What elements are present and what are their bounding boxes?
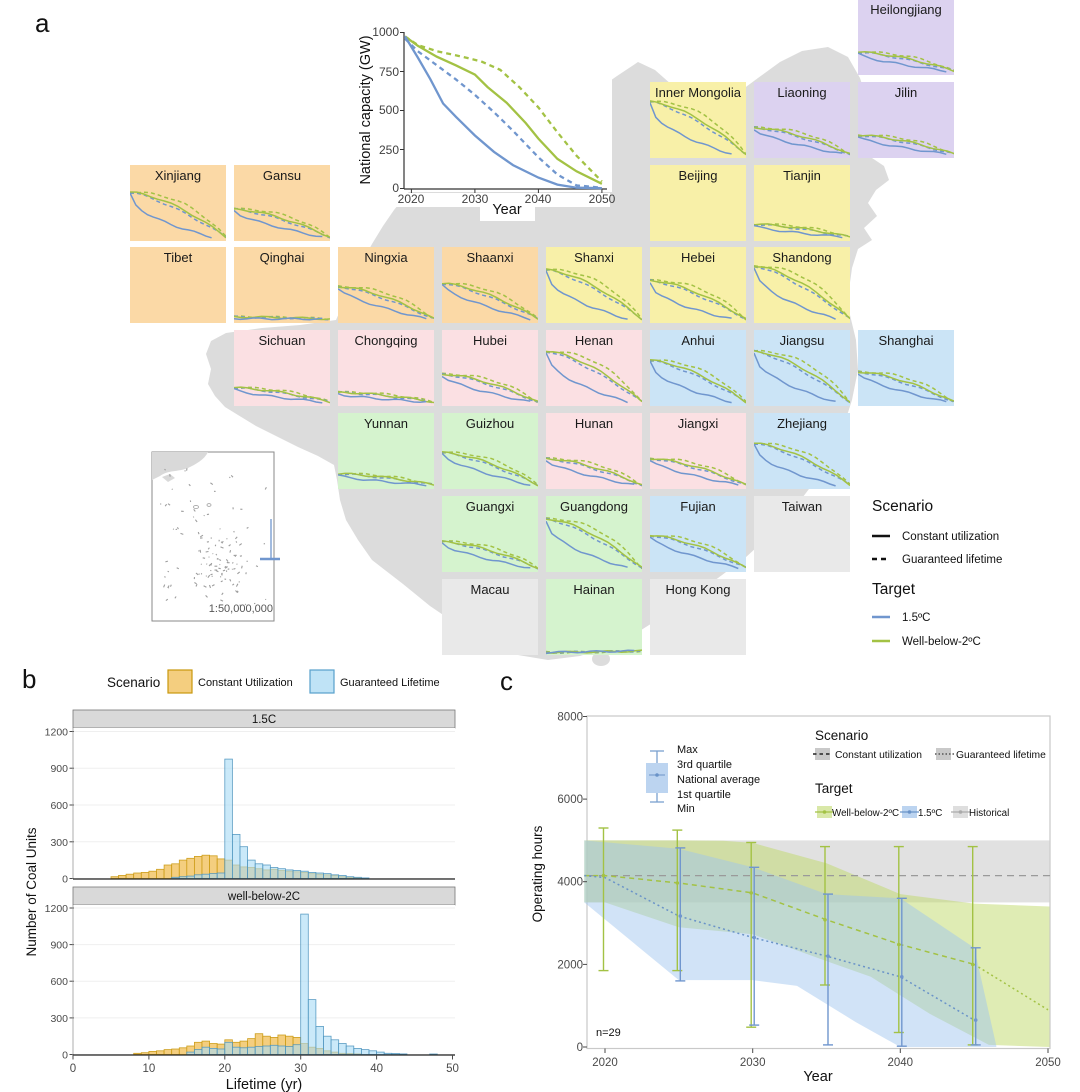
svg-text:1.5ºC: 1.5ºC [918,808,942,819]
svg-text:1st quartile: 1st quartile [677,789,731,801]
svg-text:0: 0 [392,181,399,195]
svg-text:10: 10 [143,1063,156,1075]
svg-text:Well-below-2ºC: Well-below-2ºC [902,636,981,648]
svg-text:Max: Max [677,744,698,756]
svg-text:Constant utilization: Constant utilization [902,531,999,543]
svg-text:well-below-2C: well-below-2C [227,891,300,903]
svg-text:500: 500 [379,103,399,117]
svg-text:Guaranteed lifetime: Guaranteed lifetime [956,750,1046,761]
svg-text:2050: 2050 [589,192,616,206]
svg-text:600: 600 [50,976,68,988]
svg-text:20: 20 [218,1063,231,1075]
svg-text:Min: Min [677,803,695,815]
svg-text:2020: 2020 [592,1057,618,1069]
svg-text:n=29: n=29 [596,1027,621,1039]
svg-text:Constant Utilization: Constant Utilization [198,677,293,689]
svg-text:Scenario: Scenario [872,498,933,515]
svg-text:Scenario: Scenario [107,675,160,690]
svg-text:50: 50 [446,1063,459,1075]
svg-text:300: 300 [50,837,68,849]
svg-text:Well-below-2ºC: Well-below-2ºC [832,808,899,819]
svg-text:1:50,000,000: 1:50,000,000 [209,603,273,615]
svg-text:40: 40 [370,1063,383,1075]
svg-text:900: 900 [50,940,68,952]
svg-text:1200: 1200 [45,727,69,739]
svg-text:Lifetime (yr): Lifetime (yr) [226,1077,303,1092]
svg-text:250: 250 [379,143,399,157]
svg-text:900: 900 [50,763,68,775]
svg-text:2040: 2040 [888,1057,914,1069]
svg-text:Historical: Historical [969,808,1009,819]
svg-text:1.5C: 1.5C [252,714,276,726]
svg-text:2030: 2030 [462,192,489,206]
svg-text:Year: Year [492,202,521,218]
svg-text:Guaranteed lifetime: Guaranteed lifetime [902,554,1002,566]
svg-text:2040: 2040 [525,192,552,206]
svg-text:2030: 2030 [740,1057,766,1069]
svg-text:0: 0 [70,1063,76,1075]
svg-text:1000: 1000 [372,25,399,39]
svg-text:2050: 2050 [1035,1057,1061,1069]
svg-text:2020: 2020 [398,192,425,206]
svg-text:30: 30 [294,1063,307,1075]
svg-text:Scenario: Scenario [815,728,868,743]
svg-text:8000: 8000 [557,712,583,724]
svg-text:Constant utilization: Constant utilization [835,750,922,761]
svg-text:0: 0 [577,1042,583,1054]
svg-text:Year: Year [803,1069,832,1085]
svg-text:300: 300 [50,1013,68,1025]
svg-text:0: 0 [62,874,68,886]
svg-text:National capacity (GW): National capacity (GW) [358,35,374,184]
svg-text:National average: National average [677,774,760,786]
svg-text:Operating hours: Operating hours [530,825,545,922]
svg-text:2000: 2000 [557,959,583,971]
svg-text:Target: Target [872,581,916,598]
svg-text:750: 750 [379,65,399,79]
svg-text:1200: 1200 [45,903,69,915]
svg-text:3rd quartile: 3rd quartile [677,759,732,771]
svg-text:4000: 4000 [557,877,583,889]
svg-text:6000: 6000 [557,794,583,806]
svg-text:Number of Coal Units: Number of Coal Units [24,827,39,956]
svg-text:1.5ºC: 1.5ºC [902,612,931,624]
svg-text:Target: Target [815,781,853,796]
svg-text:600: 600 [50,800,68,812]
svg-text:Guaranteed Lifetime: Guaranteed Lifetime [340,677,440,689]
svg-text:0: 0 [62,1050,68,1062]
